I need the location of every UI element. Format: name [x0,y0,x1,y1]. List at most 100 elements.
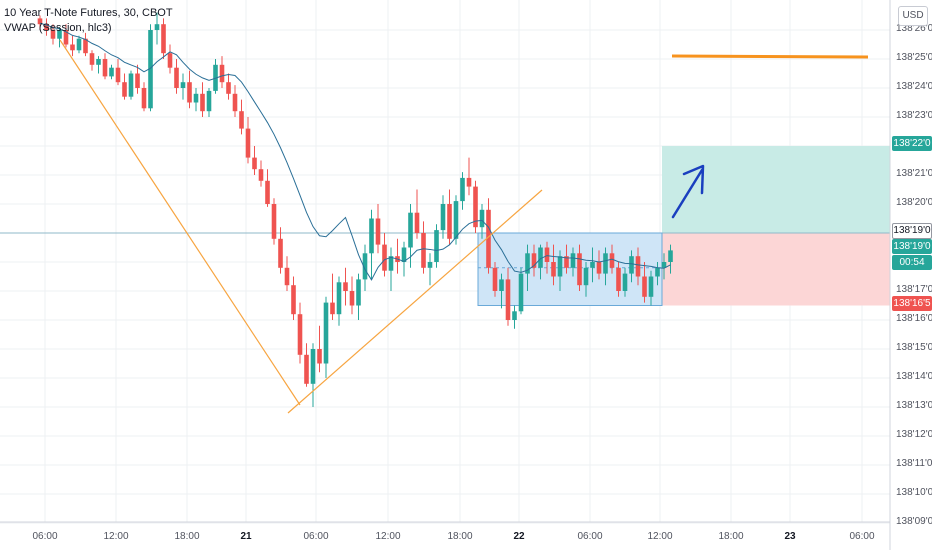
candle-down [382,244,387,271]
last-price-tag: 138'19'0 [892,239,932,254]
candle-up [434,230,439,262]
candle-up [460,177,465,202]
vwap-line [39,22,671,281]
candle-up [154,24,160,30]
price-tick-label: 138'14'0 [896,371,932,382]
stop-loss-zone[interactable] [662,233,890,306]
ascending-trendline[interactable] [287,189,543,414]
price-tick-label: 138'26'0 [896,23,932,34]
candle-up [193,93,199,103]
time-tick-label: 18:00 [174,531,200,542]
candle-up [538,247,543,268]
candle-up [356,279,361,306]
price-tick-label: 138'09'0 [896,516,932,527]
bar-countdown-tag: 00:54 [892,255,932,270]
candle-up [336,282,342,315]
up-arrow[interactable] [671,168,704,219]
candle-up [57,30,62,39]
candle-up [629,256,634,274]
candle-up [427,262,433,268]
descending-trendline[interactable] [59,39,301,406]
candle-down [330,302,335,315]
candle-up [668,250,673,262]
vwap-indicator-label[interactable]: VWAP (Session, hlc3) [4,22,112,34]
candle-down [63,30,69,45]
candle-down [492,267,498,291]
candle-down [187,82,192,103]
candle-down [291,285,296,315]
candle-down [50,30,56,39]
target-level-line[interactable] [671,54,869,59]
candle-up [499,279,504,291]
time-tick-label: 06:00 [577,531,603,542]
candle-down [414,212,420,233]
price-tick-label: 138'12'0 [896,429,932,440]
candle-down [239,111,244,129]
candle-down [174,67,179,88]
candle-up [655,267,660,277]
candle-down [265,180,270,204]
candles [37,12,673,407]
candle-up [583,267,589,286]
candle-down [544,247,550,262]
candle-up [180,82,186,88]
candle-down [258,169,264,181]
candle-down [115,67,121,83]
symbol-title[interactable]: 10 Year T-Note Futures, 30, CBOT [4,7,173,19]
candle-up [479,209,485,228]
candle-down [349,291,355,306]
candle-up [557,256,563,277]
vwap-line [39,22,671,281]
candle-up [622,273,628,291]
candle-up [570,253,576,268]
profit-target-zone[interactable] [662,146,890,233]
price-tick-label: 138'20'0 [896,197,932,208]
candle-down [167,53,173,68]
candle-down [278,238,283,268]
candle-down [200,93,205,112]
candle-up [408,212,413,248]
currency-button[interactable]: USD [898,6,928,26]
price-tick-label: 138'25'0 [896,52,932,63]
candle-up [440,204,446,231]
candle-down [343,282,348,291]
range-box[interactable] [477,232,663,306]
time-tick-label: 18:00 [718,531,744,542]
candle-down [284,267,290,286]
candle-down [596,262,602,274]
candle-down [252,157,257,170]
candle-down [219,64,225,83]
price-tick-label: 138'23'0 [896,110,932,121]
time-tick-label: 12:00 [103,531,129,542]
candle-up [369,218,374,254]
time-tick-label: 12:00 [647,531,673,542]
candle-up [590,262,595,268]
candle-up [401,247,407,262]
candle-down [83,38,88,54]
drawings[interactable] [59,39,869,414]
candle-down [473,186,478,228]
candle-down [122,82,127,97]
price-tick-label: 138'15'0 [896,342,932,353]
price-tick-label: 138'16'0 [896,313,932,324]
candle-up [96,59,101,65]
candle-down [44,24,49,30]
candle-up [310,349,316,384]
chart-legend: 10 Year T-Note Futures, 30, CBOT VWAP (S… [4,6,173,36]
candle-up [128,73,134,97]
candle-up [518,273,524,312]
time-tick-label: 06:00 [849,531,875,542]
time-tick-label: 12:00 [375,531,401,542]
price-tick-label: 138'11'0 [896,458,932,469]
candle-up [648,276,654,297]
candle-down [141,88,147,109]
candle-up [661,262,667,268]
candle-down [375,218,381,245]
candle-down [642,276,647,297]
entry-price-tag: 138'19'0 [892,223,932,239]
candle-down [551,262,556,277]
candle-down [564,256,569,268]
candle-up [323,302,329,364]
candle-down [616,267,621,291]
